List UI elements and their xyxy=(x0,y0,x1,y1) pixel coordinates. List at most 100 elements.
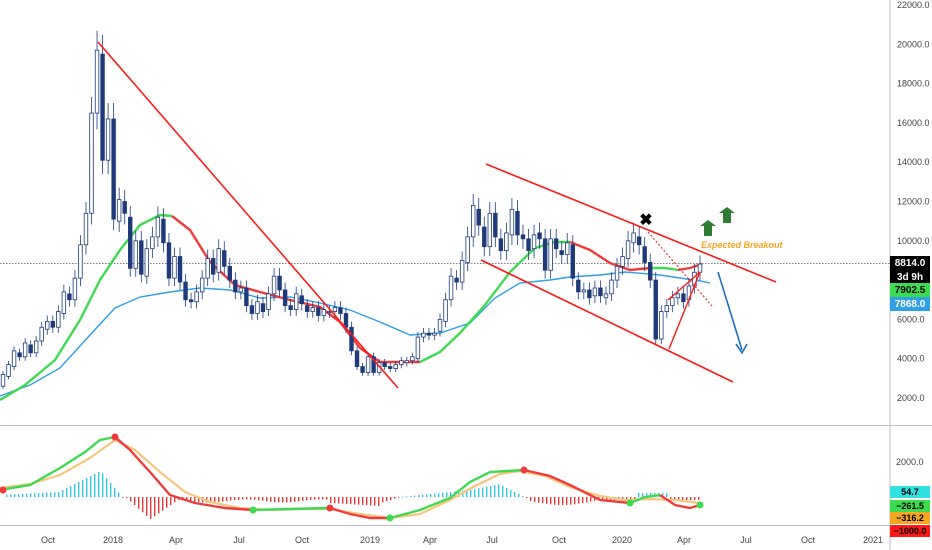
histogram-bar xyxy=(526,497,528,498)
histogram-bar xyxy=(118,492,120,497)
histogram-bar xyxy=(538,497,540,503)
candle-body xyxy=(266,293,271,310)
candle-body xyxy=(504,232,509,252)
candle-body xyxy=(404,360,410,364)
candle-body xyxy=(238,287,244,293)
ma-blue-label: 7868.0 xyxy=(895,299,926,310)
candle-body xyxy=(316,307,321,316)
histogram-bar xyxy=(226,497,228,502)
candle-body xyxy=(631,232,636,244)
histogram-bar xyxy=(214,497,216,503)
time-tick-label: Apr xyxy=(423,535,437,545)
candle-body xyxy=(78,244,83,279)
candle-body xyxy=(603,293,609,299)
candle-body xyxy=(360,366,365,373)
histogram-bar xyxy=(486,486,488,497)
channel-top-line[interactable] xyxy=(485,163,777,283)
time-tick-label: Apr xyxy=(677,535,691,545)
downtrend-line[interactable] xyxy=(97,41,399,389)
histogram-bar xyxy=(134,497,136,506)
candle-body xyxy=(343,313,349,328)
histogram-bar xyxy=(274,497,276,503)
histogram-bar xyxy=(542,497,544,504)
histogram-bar xyxy=(150,497,152,519)
candle-body xyxy=(448,275,454,301)
price-tick-label: 18000.0 xyxy=(897,79,930,89)
histogram-bar xyxy=(686,497,688,500)
candle-body xyxy=(183,281,188,301)
histogram-bar xyxy=(450,492,452,497)
histogram-bar xyxy=(426,494,428,497)
candle-body xyxy=(487,212,492,248)
histogram-bar xyxy=(246,497,248,500)
candle-body xyxy=(653,279,658,340)
histogram-bar xyxy=(430,494,432,497)
candle-body xyxy=(432,332,437,336)
candle-body xyxy=(39,326,44,342)
price-tick-label: 10000.0 xyxy=(897,236,930,246)
candle-body xyxy=(310,307,315,312)
candle-body xyxy=(614,265,620,281)
histogram-bar xyxy=(390,497,392,500)
histogram-bar xyxy=(494,485,496,497)
histogram-bar xyxy=(322,497,324,500)
histogram-bar xyxy=(294,497,296,502)
time-tick-label: Oct xyxy=(295,535,310,545)
candle-body xyxy=(349,326,354,352)
histogram-bar xyxy=(318,497,320,500)
candle-body xyxy=(410,356,415,362)
candle-body xyxy=(609,279,614,295)
histogram-bar xyxy=(554,497,556,505)
candle-body xyxy=(6,364,11,377)
histogram-bar xyxy=(474,489,476,497)
candle-body xyxy=(282,289,288,307)
dotted-trend-line[interactable] xyxy=(647,231,713,307)
candle-body xyxy=(399,360,404,365)
channel-bottom-line[interactable] xyxy=(480,259,734,383)
candle-body xyxy=(260,303,266,312)
candle-body xyxy=(271,275,277,295)
time-tick-label: 2018 xyxy=(103,535,123,545)
price-tick-label: 16000.0 xyxy=(897,118,930,128)
candle-body xyxy=(537,232,542,240)
histogram-bar xyxy=(650,493,652,497)
histogram-bar xyxy=(662,493,664,497)
candle-body xyxy=(249,305,255,314)
histogram-bar xyxy=(362,497,364,505)
histogram-bar xyxy=(18,494,20,497)
candle-body xyxy=(56,311,61,328)
wedge-lines[interactable] xyxy=(667,271,701,350)
candle-body xyxy=(371,356,376,373)
projection-arrow[interactable] xyxy=(717,271,748,355)
histogram-bar xyxy=(382,497,384,503)
candle-body xyxy=(327,311,332,313)
time-tick-label: Jul xyxy=(233,535,245,545)
candle-body xyxy=(476,208,481,226)
histogram-bar xyxy=(498,484,500,497)
candle-body xyxy=(94,49,100,114)
histogram-bar xyxy=(406,496,408,498)
histogram-bar xyxy=(338,497,340,504)
time-axis: Oct 2018 Apr Jul Oct 2019 Apr Jul Oct 2020 Apr Jul O… xyxy=(41,535,883,545)
candle-body xyxy=(305,305,310,312)
histogram-bar xyxy=(638,493,640,497)
candle-body xyxy=(150,236,155,250)
candle-body xyxy=(576,279,581,293)
cross-mark-icon: ✖ xyxy=(639,212,652,229)
candle-body xyxy=(437,318,443,332)
histogram-bar xyxy=(122,497,124,498)
candle-body xyxy=(421,332,426,338)
candle-body xyxy=(570,244,575,279)
histogram-bar xyxy=(342,497,344,504)
trendlines[interactable] xyxy=(97,41,777,389)
candle-body xyxy=(365,356,371,373)
histogram-bar xyxy=(490,486,492,497)
candle-body xyxy=(122,201,127,214)
time-tick-label: Jul xyxy=(486,535,498,545)
fast-line-value-label: −261.5 xyxy=(896,501,924,511)
histogram-bar xyxy=(290,497,292,503)
candle-body xyxy=(161,218,166,244)
candle-body xyxy=(592,287,598,297)
time-tick-label: Jul xyxy=(740,535,752,545)
